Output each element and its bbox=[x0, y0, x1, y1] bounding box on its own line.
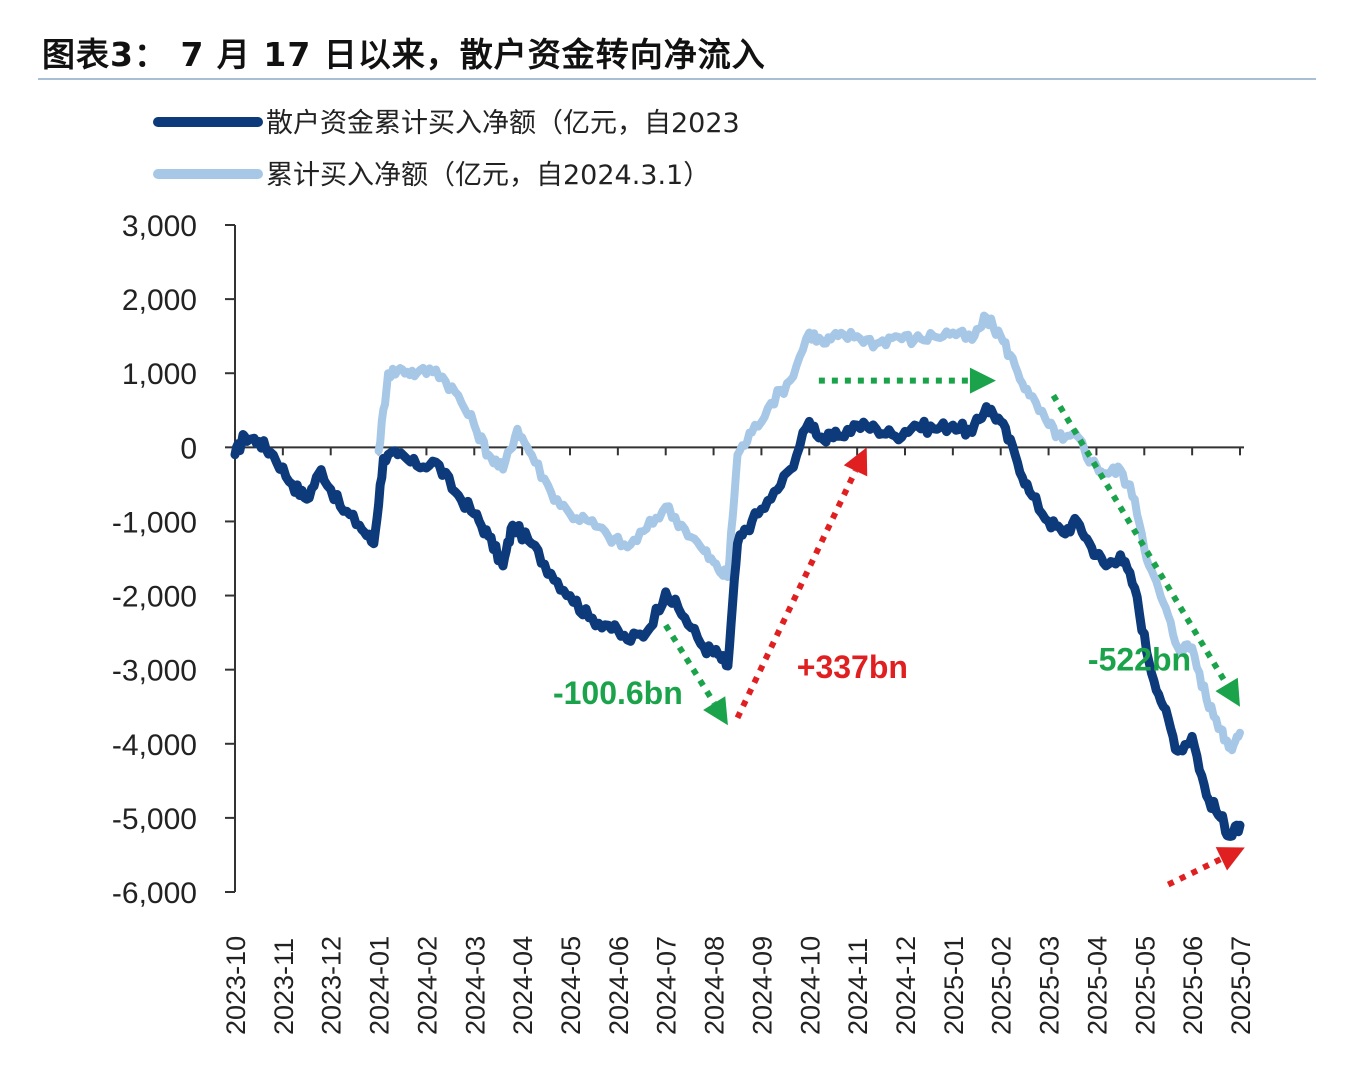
x-tick-label-15: 2025-01 bbox=[939, 936, 969, 1035]
x-tick-label-13: 2024-11 bbox=[843, 938, 873, 1035]
annotation-label-0: -100.6bn bbox=[553, 675, 683, 711]
x-tick-label-7: 2024-05 bbox=[556, 936, 586, 1035]
series-line-0 bbox=[230, 402, 1245, 841]
x-tick-label-19: 2025-05 bbox=[1130, 936, 1160, 1035]
y-tick-label-4: -1,000 bbox=[112, 506, 197, 539]
x-tick-label-8: 2024-06 bbox=[604, 936, 634, 1035]
x-tick-label-12: 2024-10 bbox=[795, 936, 825, 1035]
x-tick-label-2: 2023-12 bbox=[317, 936, 347, 1035]
annotation-arrow-head-2 bbox=[969, 367, 996, 394]
x-tick-label-20: 2025-06 bbox=[1178, 936, 1208, 1035]
series-line-1 bbox=[374, 311, 1244, 755]
x-tick-label-3: 2024-01 bbox=[365, 936, 395, 1035]
x-tick-label-1: 2023-11 bbox=[269, 938, 299, 1035]
y-tick-label-5: -2,000 bbox=[112, 581, 197, 614]
x-tick-label-0: 2023-10 bbox=[221, 936, 251, 1035]
annotation-label-3: -522bn bbox=[1088, 642, 1191, 678]
legend: 散户资金累计买入净额（亿元，自2023 累计买入净额（亿元，自2024.3.1） bbox=[153, 108, 740, 191]
y-tick-label-1: 2,000 bbox=[122, 284, 197, 317]
x-tick-label-14: 2024-12 bbox=[891, 936, 921, 1035]
annotation-label-1: +337bn bbox=[797, 649, 908, 685]
x-tick-label-16: 2025-02 bbox=[987, 936, 1017, 1035]
y-tick-label-9: -6,000 bbox=[112, 877, 197, 910]
annotation-arrow-line-4 bbox=[1166, 856, 1223, 888]
y-tick-label-3: 0 bbox=[180, 432, 197, 465]
chart-title: 图表3： 7 月 17 日以来，散户资金转向净流入 bbox=[42, 35, 766, 74]
x-tick-label-4: 2024-02 bbox=[412, 936, 442, 1035]
annotation-arrow-line-0 bbox=[663, 623, 717, 705]
title-divider bbox=[38, 78, 1316, 80]
legend-label-1: 累计买入净额（亿元，自2024.3.1） bbox=[266, 160, 710, 191]
annotation-arrow-head-3 bbox=[1215, 677, 1240, 707]
annotation-arrow-head-1 bbox=[843, 447, 868, 477]
x-tick-label-5: 2024-03 bbox=[460, 936, 490, 1035]
x-tick-label-17: 2025-03 bbox=[1035, 936, 1065, 1035]
x-tick-label-10: 2024-08 bbox=[700, 936, 730, 1035]
annotation-arrow-head-0 bbox=[703, 696, 728, 726]
x-tick-label-18: 2025-04 bbox=[1082, 936, 1112, 1035]
legend-label-0: 散户资金累计买入净额（亿元，自2023 bbox=[266, 108, 740, 139]
y-tick-label-7: -4,000 bbox=[112, 729, 197, 762]
y-tick-label-6: -3,000 bbox=[112, 655, 197, 688]
series-lines bbox=[230, 311, 1245, 841]
x-tick-label-21: 2025-07 bbox=[1226, 936, 1256, 1035]
x-tick-label-9: 2024-07 bbox=[652, 936, 682, 1035]
y-tick-label-2: 1,000 bbox=[122, 358, 197, 391]
x-tick-label-6: 2024-04 bbox=[508, 936, 538, 1035]
y-tick-label-8: -5,000 bbox=[112, 803, 197, 836]
y-tick-label-0: 3,000 bbox=[122, 210, 197, 243]
axes: 3,000 2,000 1,000 0 -1,000 -2,000 -3,000 -4,000… bbox=[112, 210, 1256, 1035]
annotation-arrow-line-3 bbox=[1050, 393, 1230, 686]
x-tick-label-11: 2024-09 bbox=[747, 936, 777, 1035]
annotations: -100.6bn +337bn -522bn bbox=[553, 367, 1245, 888]
annotation-arrow-head-4 bbox=[1215, 847, 1245, 871]
